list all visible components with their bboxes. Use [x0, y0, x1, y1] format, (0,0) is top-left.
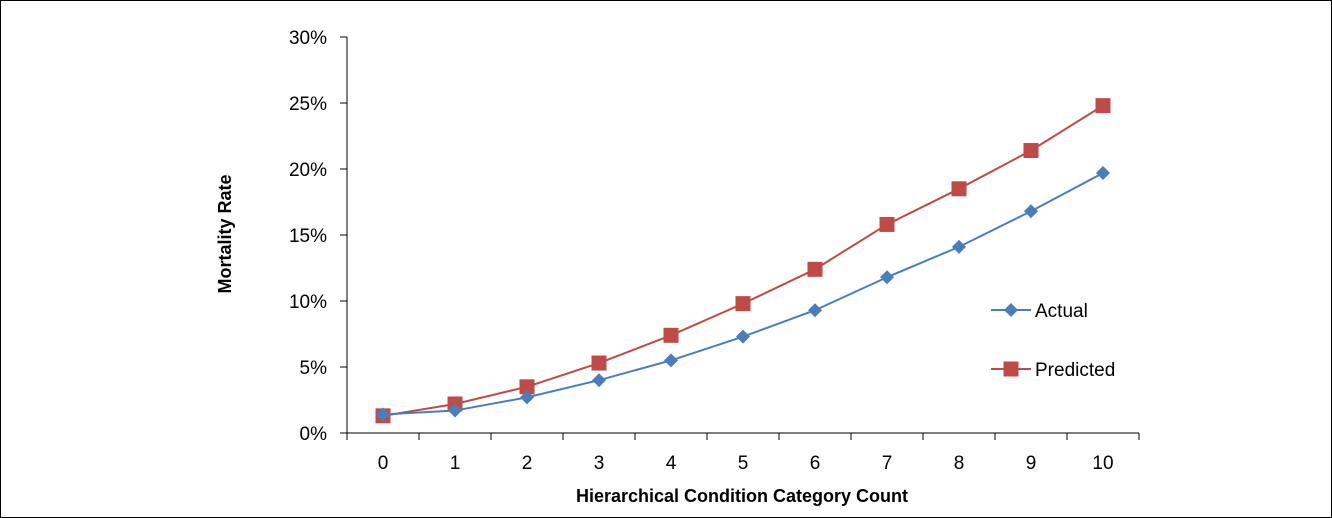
data-point	[735, 296, 751, 312]
legend: Actual Predicted	[991, 301, 1115, 381]
x-tick-label: 3	[594, 453, 605, 474]
x-axis-ticks: 0 1 2 3 4 5 6 7 8 9 10	[346, 433, 1140, 474]
data-point	[520, 390, 534, 405]
data-point	[1023, 143, 1039, 159]
legend-label: Predicted	[1035, 360, 1115, 381]
y-tick-label: 25%	[289, 94, 327, 115]
data-point	[663, 327, 679, 343]
legend-marker	[1004, 303, 1018, 317]
data-point	[376, 407, 390, 422]
axes	[346, 37, 1139, 434]
y-axis-ticks: 0% 5% 10% 15% 20% 25% 30%	[289, 28, 347, 445]
data-point	[1095, 98, 1111, 114]
data-point	[880, 270, 894, 285]
x-tick-label: 1	[450, 453, 461, 474]
y-tick-label: 5%	[300, 358, 328, 379]
x-tick-label: 0	[378, 453, 389, 474]
series-line	[382, 172, 1104, 416]
x-axis-title: Hierarchical Condition Category Count	[576, 486, 908, 506]
data-point	[591, 355, 607, 371]
x-tick-label: 6	[810, 453, 821, 474]
y-tick-label: 20%	[289, 160, 327, 181]
series-predicted	[375, 98, 1111, 424]
x-tick-label: 10	[1092, 453, 1113, 474]
data-point	[807, 261, 823, 277]
x-tick-label: 4	[666, 453, 677, 474]
data-point	[736, 329, 750, 344]
x-tick-label: 5	[738, 453, 749, 474]
legend-label: Actual	[1035, 301, 1088, 322]
legend-item-actual: Actual	[991, 301, 1088, 322]
series-actual	[376, 165, 1110, 422]
x-tick-label: 9	[1026, 453, 1037, 474]
data-point	[664, 353, 678, 368]
data-point	[951, 181, 967, 197]
y-tick-label: 10%	[289, 292, 327, 313]
y-tick-label: 0%	[300, 424, 328, 445]
data-point	[519, 379, 535, 395]
y-axis-title: Mortality Rate	[215, 174, 235, 293]
data-point	[592, 373, 606, 388]
x-tick-label: 7	[882, 453, 893, 474]
x-tick-label: 2	[522, 453, 533, 474]
data-point	[879, 216, 895, 232]
series-layer	[375, 98, 1111, 424]
y-tick-label: 15%	[289, 226, 327, 247]
legend-marker	[1003, 361, 1019, 377]
data-point	[448, 403, 462, 418]
data-point	[808, 303, 822, 318]
data-point	[1024, 204, 1038, 219]
data-point	[952, 239, 966, 254]
y-tick-label: 30%	[289, 28, 327, 49]
data-point	[1096, 165, 1110, 180]
legend-item-predicted: Predicted	[991, 360, 1115, 381]
x-tick-label: 8	[954, 453, 965, 474]
